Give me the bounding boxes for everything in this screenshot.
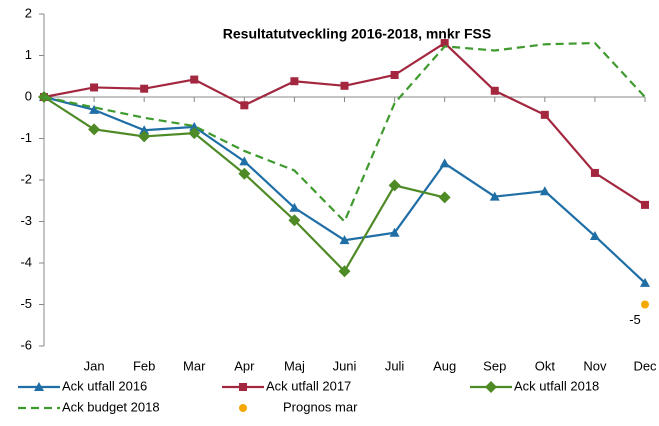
data-point: [489, 191, 500, 201]
x-tick-label: Juni: [333, 358, 357, 373]
data-point: [239, 156, 250, 166]
y-tick-label: 0: [25, 88, 32, 103]
x-tick-label: Dec: [633, 358, 657, 373]
y-tick-label: -4: [20, 254, 32, 269]
data-point: [438, 191, 451, 204]
y-tick-label: -2: [20, 171, 32, 186]
legend-label: Ack utfall 2017: [266, 378, 351, 393]
data-point: [190, 75, 199, 84]
y-tick-label: -5: [20, 296, 32, 311]
data-point: [590, 168, 599, 177]
legend-marker: [34, 382, 44, 391]
x-tick-label: Jan: [84, 358, 105, 373]
x-tick-label: Sep: [483, 358, 506, 373]
x-tick-label: Aug: [433, 358, 456, 373]
data-point: [640, 277, 650, 287]
legend-label: Ack utfall 2018: [514, 378, 599, 393]
legend-marker: [239, 383, 247, 391]
data-point: [188, 127, 201, 140]
data-point: [88, 123, 101, 136]
x-tick-label: Nov: [583, 358, 607, 373]
data-point: [490, 86, 499, 95]
data-point: [641, 200, 649, 209]
data-point: [388, 179, 401, 192]
data-point: [589, 231, 600, 241]
legend-label: Ack budget 2018: [62, 399, 160, 414]
x-tick-label: Mar: [183, 358, 206, 373]
y-tick-label: 2: [25, 5, 32, 20]
data-point: [138, 130, 151, 143]
data-point: [340, 81, 349, 90]
data-point: [288, 214, 301, 227]
data-point: [439, 158, 450, 168]
data-point: [189, 121, 200, 131]
y-tick-label: -1: [20, 130, 32, 145]
y-tick-label: -6: [20, 337, 32, 352]
x-tick-label: Okt: [535, 358, 556, 373]
data-point: [139, 125, 150, 135]
data-point: [540, 110, 549, 119]
data-point: [290, 77, 299, 86]
data-point: [339, 235, 350, 245]
data-point: [539, 186, 550, 196]
data-point: [390, 71, 399, 80]
legend-label: Ack utfall 2016: [62, 378, 147, 393]
x-tick-label: Feb: [133, 358, 155, 373]
legend-marker: [239, 404, 247, 412]
chart-title: Resultatutveckling 2016-2018, mnkr FSS: [223, 26, 491, 42]
legend-marker: [485, 381, 497, 393]
x-tick-label: Juli: [385, 358, 405, 373]
data-point: [440, 39, 449, 48]
data-point: [238, 167, 251, 180]
data-point: [140, 84, 149, 93]
series-line: [43, 96, 445, 274]
data-point: [89, 104, 100, 114]
series-line: [43, 41, 646, 206]
series-line: [43, 41, 646, 224]
x-tick-label: Apr: [234, 358, 255, 373]
data-point: [641, 300, 649, 309]
y-tick-label: -3: [20, 213, 32, 228]
data-point: [240, 101, 249, 110]
data-label: -5: [629, 312, 641, 327]
y-tick-label: 1: [25, 47, 32, 62]
data-point: [338, 265, 351, 278]
data-point: [289, 202, 300, 212]
data-point: [389, 227, 400, 237]
legend-label: Prognos mar: [283, 399, 358, 414]
data-point: [90, 83, 99, 92]
x-tick-label: Maj: [284, 358, 305, 373]
